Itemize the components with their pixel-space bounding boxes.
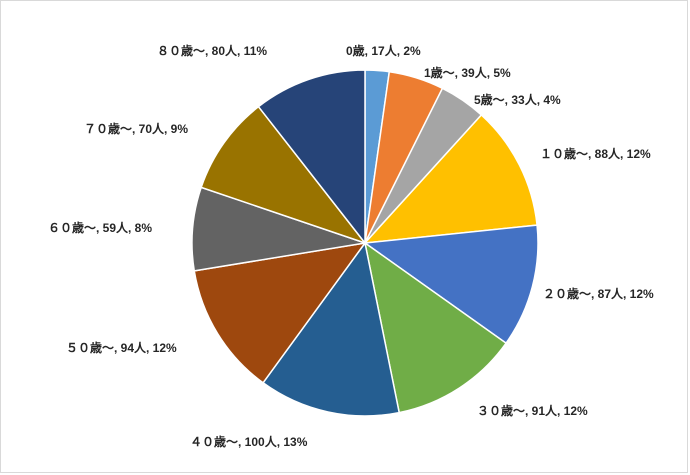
slice-data-label: ３０歳～, 91人, 12% — [477, 403, 588, 418]
pie-slice — [200, 105, 368, 245]
data-labels: 0歳, 17人, 2%1歳～, 39人, 5% 5歳～, 33人, 4% １０歳～,… — [48, 43, 654, 449]
slice-data-label: 0歳, 17人, 2% — [346, 43, 421, 58]
slice-data-label: ４０歳～, 100人, 13% — [190, 434, 308, 449]
pie-slices — [191, 69, 539, 417]
slice-data-label: ６０歳～, 59人, 8% — [48, 220, 152, 235]
pie-slice — [362, 224, 539, 345]
pie-slice — [262, 241, 401, 417]
slice-data-label: ８０歳～, 80人, 11% — [157, 43, 267, 58]
slice-data-label: 1歳～, 39人, 5% — [424, 65, 511, 80]
slice-data-label: 5歳～, 33人, 4% — [474, 92, 561, 107]
slice-data-label: ５０歳～, 94人, 12% — [66, 340, 177, 355]
pie-slice — [363, 113, 538, 244]
pie-slice — [363, 241, 508, 414]
slice-data-label: １０歳～, 88人, 12% — [540, 146, 651, 161]
slice-data-label: ２０歳～, 87人, 12% — [543, 286, 654, 301]
pie-slice — [193, 241, 367, 384]
slice-data-label: ７０歳～, 70人, 9% — [84, 121, 188, 136]
pie-slice — [257, 69, 366, 246]
